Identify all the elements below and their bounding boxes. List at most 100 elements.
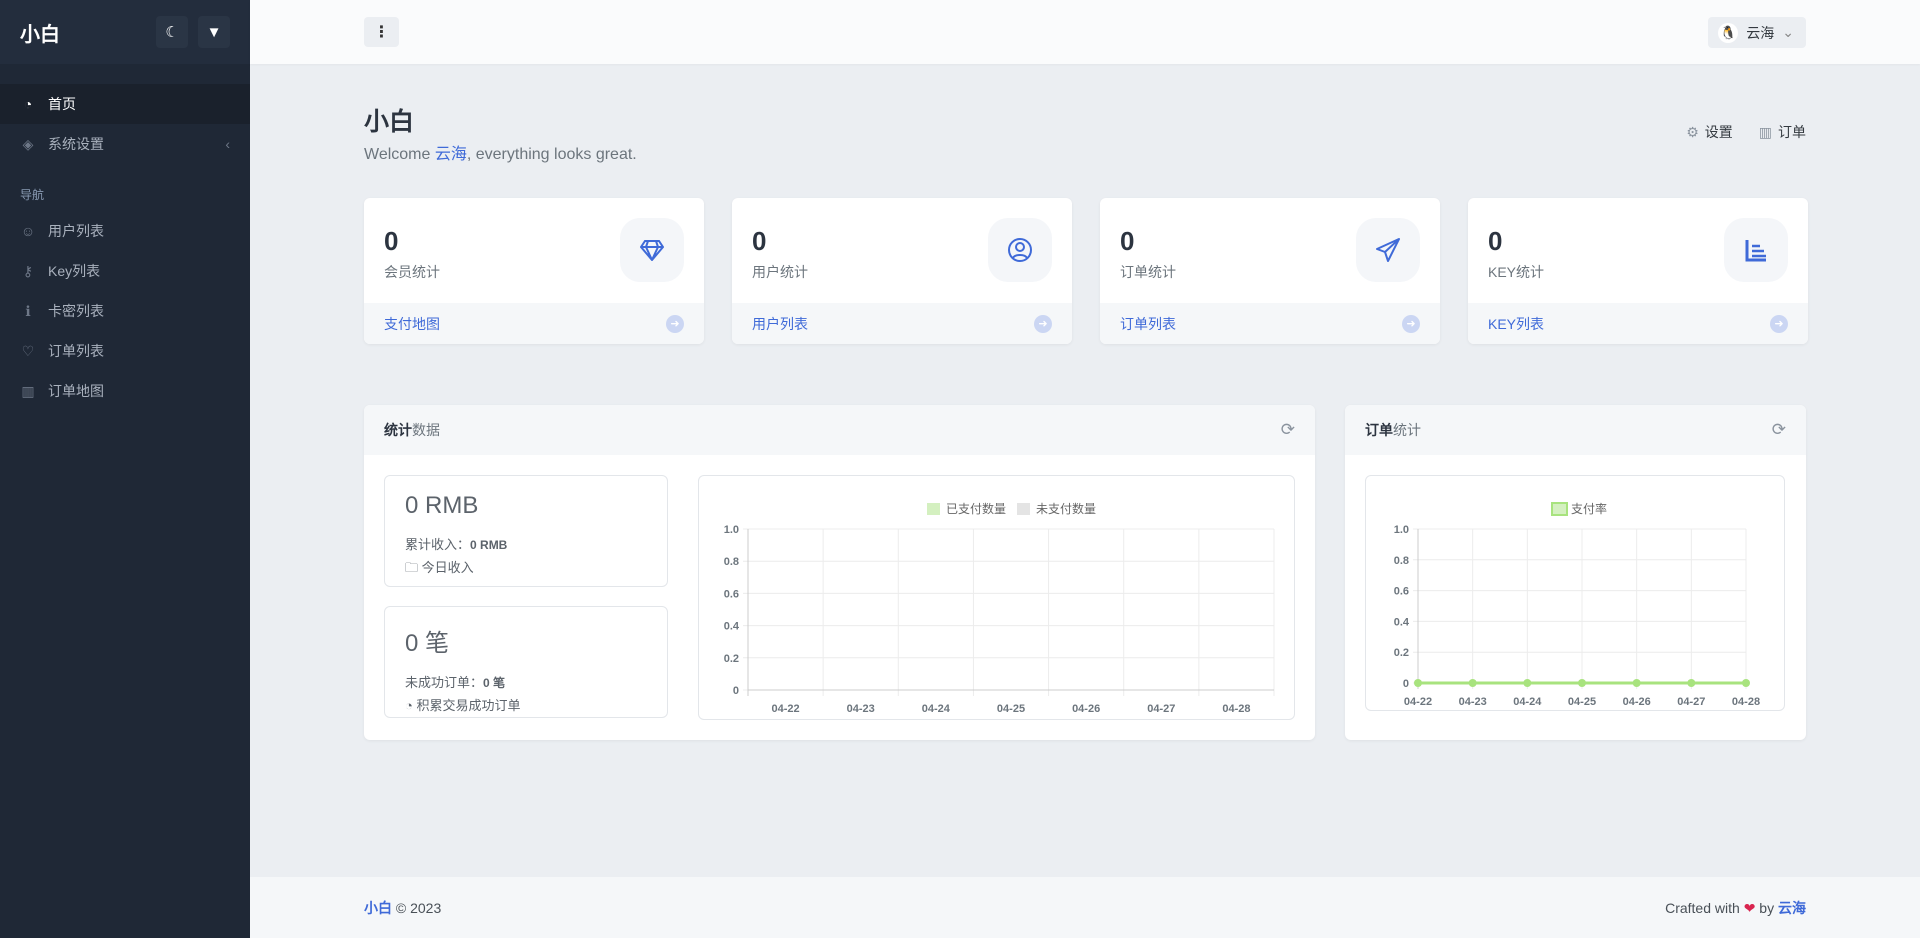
topbar: ⋮ 🐧 云海 ⌄ bbox=[250, 0, 1920, 64]
key-icon: ⚷ bbox=[22, 262, 34, 279]
welcome-user-link[interactable]: 云海 bbox=[434, 146, 467, 163]
footer-brand-link[interactable]: 小白 bbox=[364, 899, 392, 916]
chevron-down-icon: ⌄ bbox=[1782, 24, 1794, 40]
data-point bbox=[1523, 679, 1532, 687]
sidebar-item-label: 用户列表 bbox=[48, 223, 104, 239]
x-tick-label: 04-27 bbox=[1147, 703, 1175, 715]
logo: 小白 bbox=[20, 23, 60, 46]
dashboard-icon: ◔ bbox=[23, 96, 33, 112]
y-tick-label: 0.6 bbox=[724, 588, 739, 600]
welcome-text: Welcome 云海, everything looks great. bbox=[364, 146, 637, 163]
bar-chart: 0 0.2 0.4 0.6 0.8 1.0 04-22 04-23 04-24 04-25 04-2… bbox=[698, 475, 1295, 720]
more-menu-button[interactable]: ⋮ bbox=[364, 17, 399, 47]
sidebar-item-label: 订单地图 bbox=[48, 383, 104, 399]
sidebar-item-home[interactable]: ◔ 首页 bbox=[0, 84, 250, 124]
diamond-icon bbox=[620, 218, 684, 282]
stat-card-users: 0 用户统计 用户列表 ➜ bbox=[732, 198, 1072, 344]
info-icon: ℹ bbox=[25, 302, 31, 319]
sidebar-item-order-map[interactable]: ▥ 订单地图 bbox=[0, 371, 250, 411]
orders-total: 0 笔 bbox=[405, 630, 450, 657]
stat-label: 订单统计 bbox=[1120, 264, 1176, 280]
paper-plane-icon bbox=[1356, 218, 1420, 282]
legend-swatch bbox=[1017, 503, 1030, 515]
x-tick-label: 04-24 bbox=[922, 703, 951, 715]
y-tick-label: 0.6 bbox=[1394, 586, 1409, 598]
chevron-left-icon: ‹ bbox=[225, 136, 230, 152]
orders-box: 0 笔 未成功订单：0 笔 ◔ 积累交易成功订单 bbox=[384, 606, 668, 718]
sidebar-item-keys[interactable]: ⚷ Key列表 bbox=[0, 251, 250, 291]
refresh-icon[interactable]: ⟳ bbox=[1771, 420, 1786, 439]
legend-label: 未支付数量 bbox=[1036, 501, 1096, 516]
y-tick-label: 1.0 bbox=[1394, 524, 1409, 536]
stat-card-members: 0 会员统计 支付地图 ➜ bbox=[364, 198, 704, 344]
avatar: 🐧 bbox=[1718, 22, 1739, 43]
sidebar-item-label: 首页 bbox=[48, 96, 76, 112]
sidebar: 小白 ☾ ▼ ◔ 首页 ◈ 系统设置 ‹ 导航 ☺ 用户列表 ⚷ Key列表 ℹ 卡密列表 … bbox=[0, 0, 250, 938]
sidebar-item-label: 系统设置 bbox=[48, 136, 104, 152]
data-point bbox=[1578, 679, 1586, 687]
chart-icon: ▥ bbox=[1758, 124, 1772, 140]
folder-icon: 🗀 bbox=[405, 560, 419, 575]
footer: 小白 © 2023 Crafted with ❤ by 云海 bbox=[250, 877, 1920, 938]
x-tick-label: 04-26 bbox=[1623, 696, 1651, 708]
y-tick-label: 0 bbox=[733, 685, 739, 697]
panel-title: 统计数据 bbox=[384, 422, 440, 438]
moon-icon[interactable]: ☾ bbox=[156, 16, 188, 48]
card-link[interactable]: 支付地图 ➜ bbox=[364, 303, 704, 344]
order-stats-panel: 订单统计 ⟳ 0 0.2 0.4 0.6 0.8 1.0 04-22 04-23 04-24 04-… bbox=[1345, 405, 1806, 740]
y-tick-label: 0.4 bbox=[724, 621, 740, 633]
y-tick-label: 0.2 bbox=[1394, 647, 1409, 659]
panel-title: 订单统计 bbox=[1365, 422, 1421, 438]
x-tick-label: 04-23 bbox=[1459, 696, 1487, 708]
arrow-right-icon: ➜ bbox=[1402, 314, 1420, 333]
x-tick-label: 04-28 bbox=[1732, 696, 1760, 708]
arrow-right-icon: ➜ bbox=[1770, 314, 1788, 333]
sidebar-item-users[interactable]: ☺ 用户列表 bbox=[0, 211, 250, 251]
data-point bbox=[1742, 679, 1750, 687]
x-tick-label: 04-22 bbox=[1404, 696, 1432, 708]
legend-label: 已支付数量 bbox=[946, 501, 1006, 516]
stat-value: 0 bbox=[384, 226, 399, 256]
y-tick-label: 0.8 bbox=[724, 556, 739, 568]
users-icon: ☺ bbox=[20, 223, 36, 239]
y-tick-label: 1.0 bbox=[724, 524, 739, 536]
heart-icon: ♡ bbox=[21, 342, 35, 359]
gauge-icon: ◔ bbox=[405, 698, 413, 713]
user-menu-button[interactable]: 🐧 云海 ⌄ bbox=[1708, 17, 1806, 48]
stat-label: KEY统计 bbox=[1488, 264, 1545, 280]
x-tick-label: 04-25 bbox=[1568, 696, 1596, 708]
stats-panel: 统计数据 ⟳ 0 RMB 累计收入：0 RMB 🗀 今日收入 0 笔 未成功订单：… bbox=[364, 405, 1315, 740]
heart-icon: ❤ bbox=[1743, 899, 1756, 916]
data-point bbox=[1468, 679, 1477, 687]
nav-section-heading: 导航 bbox=[20, 188, 45, 202]
y-tick-label: 0.2 bbox=[724, 653, 739, 665]
x-tick-label: 04-22 bbox=[772, 703, 800, 715]
stat-value: 0 bbox=[1488, 226, 1503, 256]
income-total: 0 RMB bbox=[405, 492, 479, 519]
gears-icon: ⚙ bbox=[1686, 124, 1699, 140]
footer-author-link[interactable]: 云海 bbox=[1778, 899, 1806, 916]
refresh-icon[interactable]: ⟳ bbox=[1280, 420, 1295, 439]
stat-card-orders: 0 订单统计 订单列表 ➜ bbox=[1100, 198, 1440, 344]
arrow-right-icon: ➜ bbox=[1034, 314, 1052, 333]
x-tick-label: 04-25 bbox=[997, 703, 1025, 715]
y-tick-label: 0.4 bbox=[1394, 616, 1410, 628]
income-box: 0 RMB 累计收入：0 RMB 🗀 今日收入 bbox=[384, 475, 668, 587]
sidebar-item-label: 订单列表 bbox=[48, 343, 104, 359]
y-tick-label: 0 bbox=[1403, 678, 1409, 690]
sidebar-item-label: 卡密列表 bbox=[48, 303, 104, 319]
settings-action[interactable]: ⚙ 设置 bbox=[1686, 124, 1733, 140]
card-link[interactable]: 用户列表 ➜ bbox=[732, 303, 1072, 344]
card-link[interactable]: KEY列表 ➜ bbox=[1468, 303, 1808, 344]
orders-action[interactable]: ▥ 订单 bbox=[1758, 124, 1806, 140]
sidebar-item-cards[interactable]: ℹ 卡密列表 bbox=[0, 291, 250, 331]
sidebar-item-orders[interactable]: ♡ 订单列表 bbox=[0, 331, 250, 371]
legend-label: 支付率 bbox=[1571, 501, 1607, 516]
data-point bbox=[1687, 679, 1696, 687]
bar-list-icon bbox=[1724, 218, 1788, 282]
card-link[interactable]: 订单列表 ➜ bbox=[1100, 303, 1440, 344]
brush-icon[interactable]: ▼ bbox=[198, 16, 230, 48]
stat-card-keys: 0 KEY统计 KEY列表 ➜ bbox=[1468, 198, 1808, 344]
layers-icon: ◈ bbox=[22, 135, 34, 152]
sidebar-item-settings[interactable]: ◈ 系统设置 ‹ bbox=[0, 124, 250, 164]
